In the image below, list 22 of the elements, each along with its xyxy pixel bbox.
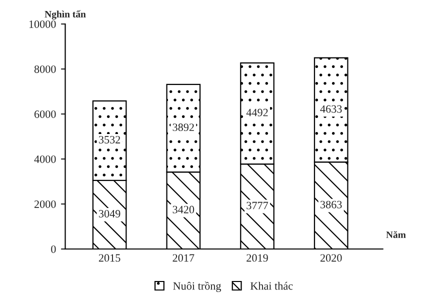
legend-label: Nuôi trồng bbox=[173, 282, 222, 292]
y-tick-label: 6000 bbox=[34, 110, 56, 118]
y-tick-label: 10000 bbox=[29, 20, 56, 28]
y-tick-label: 2000 bbox=[34, 200, 56, 208]
x-tick-label: 2020 bbox=[320, 254, 342, 262]
y-axis-title: Nghìn tấn bbox=[44, 10, 86, 20]
x-tick-label: 2017 bbox=[172, 254, 194, 262]
legend-label: Khai thác bbox=[250, 282, 293, 290]
data-label: 3892 bbox=[172, 124, 194, 132]
x-axis-title: Năm bbox=[386, 231, 406, 238]
data-label: 3532 bbox=[98, 136, 120, 144]
x-tick-label: 2015 bbox=[98, 254, 120, 262]
data-label: 4633 bbox=[320, 105, 342, 113]
y-tick-label: 8000 bbox=[34, 65, 56, 73]
y-tick-label: 0 bbox=[51, 245, 56, 253]
data-label: 3863 bbox=[320, 200, 342, 208]
data-label: 3777 bbox=[246, 202, 268, 210]
data-label: 3049 bbox=[98, 210, 120, 218]
data-label: 3420 bbox=[172, 206, 194, 214]
x-tick-label: 2019 bbox=[246, 254, 268, 262]
y-tick-label: 4000 bbox=[34, 155, 56, 163]
data-label: 4492 bbox=[246, 108, 268, 116]
